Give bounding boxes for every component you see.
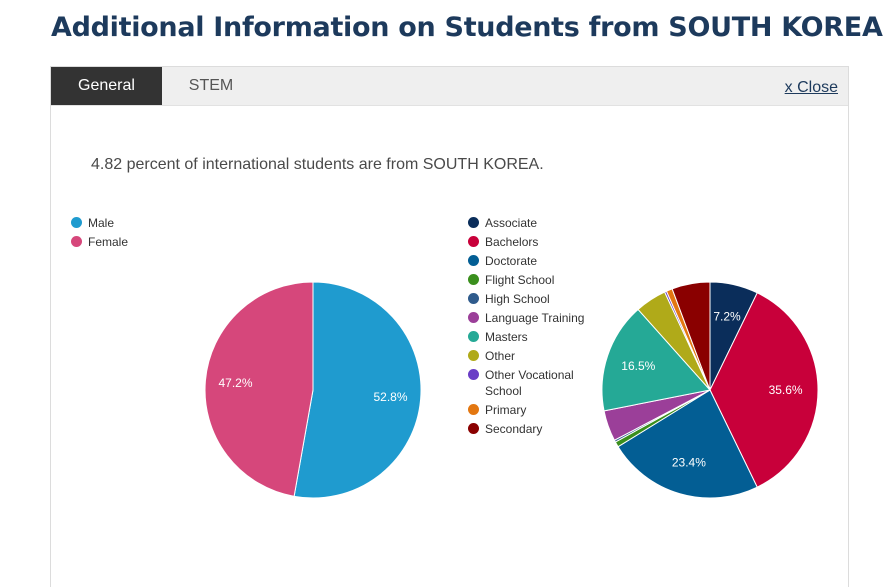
legend-item-associate[interactable]: Associate — [468, 215, 586, 231]
slice-data-label: 16.5% — [621, 359, 655, 373]
gender-legend: Male Female — [71, 215, 181, 253]
legend-dot — [468, 312, 479, 323]
pie-slice-secondary[interactable] — [671, 281, 711, 391]
legend-dot — [468, 255, 479, 266]
pie-slice-female[interactable] — [204, 281, 314, 497]
legend-item-bachelors[interactable]: Bachelors — [468, 234, 586, 250]
legend-label: Secondary — [485, 422, 543, 436]
legend-label: Masters — [485, 330, 528, 344]
academic-level-legend: Associate Bachelors Doctorate Flight Sch… — [468, 215, 586, 440]
legend-item-other-vocational-school[interactable]: Other Vocational School — [468, 367, 586, 399]
legend-dot — [468, 274, 479, 285]
slice-data-label: 7.2% — [713, 309, 741, 323]
legend-item-male[interactable]: Male — [71, 215, 181, 231]
slice-data-label: 52.8% — [373, 390, 407, 404]
legend-dot — [468, 350, 479, 361]
page-title: Additional Information on Students from … — [51, 12, 883, 43]
legend-item-female[interactable]: Female — [71, 234, 181, 250]
legend-item-high-school[interactable]: High School — [468, 291, 586, 307]
legend-item-doctorate[interactable]: Doctorate — [468, 253, 586, 269]
legend-item-masters[interactable]: Masters — [468, 329, 586, 345]
legend-dot — [71, 217, 82, 228]
legend-label: High School — [485, 292, 550, 306]
pie-slice-masters[interactable] — [601, 308, 711, 412]
legend-label: Male — [88, 216, 115, 230]
legend-dot — [468, 331, 479, 342]
slice-data-label: 47.2% — [218, 376, 252, 390]
tab-stem[interactable]: STEM — [188, 77, 234, 94]
tab-general[interactable]: General — [51, 67, 162, 105]
legend-dot — [468, 404, 479, 415]
pie-slice-bachelors[interactable] — [709, 292, 819, 488]
legend-dot — [468, 217, 479, 228]
pie-chart-1: 7.2% 35.6% 23.4% 16.5% — [601, 281, 819, 499]
legend-item-other[interactable]: Other — [468, 348, 586, 364]
legend-label: Bachelors — [485, 235, 539, 249]
slice-data-label: 23.4% — [672, 456, 706, 470]
slice-data-label: 35.6% — [769, 383, 803, 397]
legend-item-flight-school[interactable]: Flight School — [468, 272, 586, 288]
pie-chart-0: 52.8% 47.2% — [204, 281, 422, 499]
close-link[interactable]: x Close — [784, 79, 838, 96]
intro-text: 4.82 percent of international students a… — [91, 156, 544, 173]
legend-dot — [468, 423, 479, 434]
pie-slice-male[interactable] — [293, 281, 422, 499]
legend-item-primary[interactable]: Primary — [468, 402, 586, 418]
legend-dot — [468, 236, 479, 247]
legend-label: Flight School — [485, 273, 555, 287]
legend-dot — [468, 293, 479, 304]
legend-label: Language Training — [485, 311, 585, 325]
legend-label: Other — [485, 349, 516, 363]
legend-label: Other Vocational School — [485, 368, 574, 398]
legend-label: Doctorate — [485, 254, 538, 268]
legend-label: Female — [88, 235, 129, 249]
legend-dot — [71, 236, 82, 247]
legend-dot — [468, 369, 479, 380]
pie-slice-doctorate[interactable] — [617, 389, 758, 499]
legend-label: Primary — [485, 403, 527, 417]
legend-item-language-training[interactable]: Language Training — [468, 310, 586, 326]
tab-bar: General STEM x Close — [51, 67, 848, 106]
legend-label: Associate — [485, 216, 538, 230]
legend-item-secondary[interactable]: Secondary — [468, 421, 586, 437]
